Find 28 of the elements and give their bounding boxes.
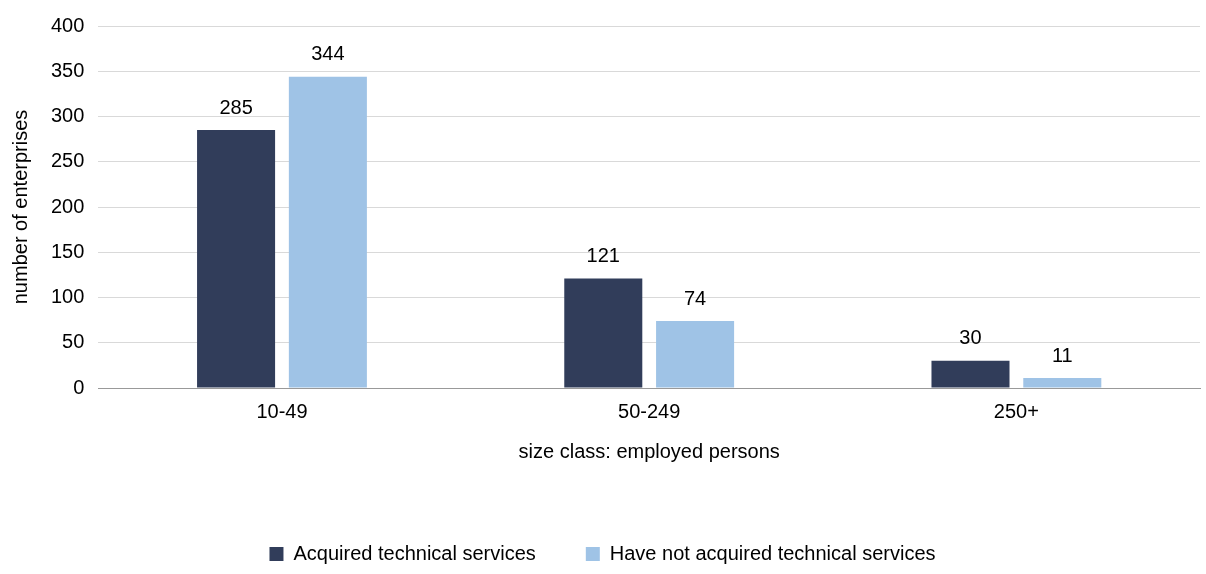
data-label: 285: [219, 95, 253, 118]
data-label: 30: [959, 326, 982, 349]
bar: [564, 278, 643, 388]
y-axis-title: number of enterprises: [8, 109, 31, 305]
y-tick-label: 350: [50, 58, 85, 81]
x-axis-title: size class: employed persons: [518, 439, 780, 462]
y-tick-label: 100: [50, 285, 85, 308]
x-tick-label: 10-49: [256, 399, 308, 422]
y-tick-label: 50: [62, 330, 85, 353]
y-tick-label: 0: [73, 375, 85, 398]
data-label: 74: [683, 286, 707, 309]
legend-label: Have not acquired technical services: [609, 541, 936, 564]
bar: [1023, 378, 1102, 388]
bar: [197, 130, 276, 388]
bar: [931, 360, 1010, 388]
data-label: 121: [586, 244, 620, 267]
y-tick-label: 300: [50, 104, 85, 127]
x-tick-label: 50-249: [618, 399, 681, 422]
data-label: 344: [311, 42, 345, 65]
x-tick-label: 250+: [993, 399, 1039, 422]
data-label: 11: [1051, 343, 1073, 366]
bar: [656, 321, 735, 388]
y-tick-label: 200: [50, 194, 85, 217]
y-tick-label: 250: [50, 149, 85, 172]
y-tick-label: 400: [50, 13, 85, 36]
legend-label: Acquired technical services: [293, 541, 536, 564]
bar: [288, 76, 367, 388]
y-tick-label: 150: [50, 239, 85, 262]
